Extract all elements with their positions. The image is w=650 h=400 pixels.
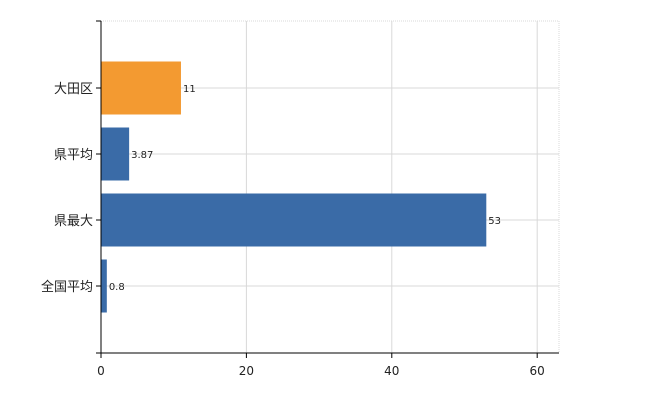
bar-0 (101, 61, 181, 115)
category-label-1: 県平均 (54, 148, 93, 163)
category-label-2: 県最大 (54, 214, 93, 229)
axes-group (96, 20, 559, 358)
category-label-0: 大田区 (54, 82, 93, 97)
data-label-3: 0.8 (109, 282, 125, 293)
x-tick-label-2: 40 (384, 364, 399, 378)
data-label-1: 3.87 (131, 150, 153, 161)
category-label-3: 全国平均 (41, 279, 93, 295)
x-tick-label-3: 60 (530, 364, 545, 378)
bar-3 (101, 259, 107, 313)
bar-2 (101, 193, 487, 247)
x-tick-label-1: 20 (239, 364, 254, 378)
x-tick-label-0: 0 (97, 364, 105, 378)
bar-1 (101, 127, 130, 181)
data-label-2: 53 (488, 216, 501, 227)
bars-group (101, 61, 487, 313)
data-label-0: 11 (183, 84, 196, 95)
labels-group: 11 大田区 3.87 県平均 53 県最大 0.8 全国平均 0 20 40 60 (41, 82, 545, 378)
